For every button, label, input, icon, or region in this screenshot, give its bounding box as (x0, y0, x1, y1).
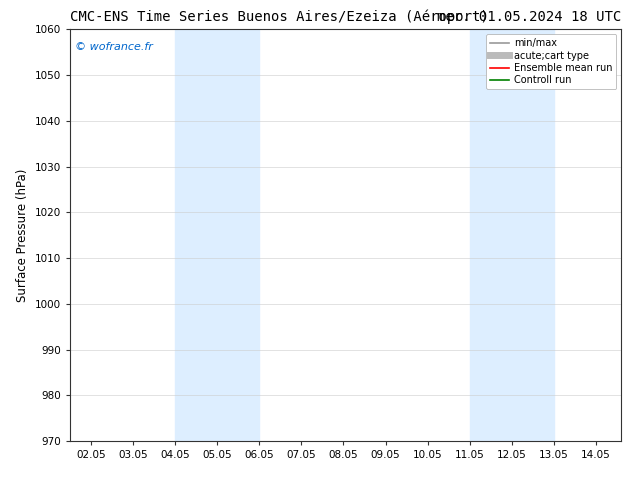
Bar (470, 29, 554, 441)
Y-axis label: Surface Pressure (hPa): Surface Pressure (hPa) (16, 169, 29, 302)
Bar (175, 29, 259, 441)
Text: © wofrance.fr: © wofrance.fr (75, 42, 153, 52)
Text: CMC-ENS Time Series Buenos Aires/Ezeiza (Aéroport): CMC-ENS Time Series Buenos Aires/Ezeiza … (70, 10, 488, 24)
Text: mer. 01.05.2024 18 UTC: mer. 01.05.2024 18 UTC (437, 10, 621, 24)
Legend: min/max, acute;cart type, Ensemble mean run, Controll run: min/max, acute;cart type, Ensemble mean … (486, 34, 616, 89)
